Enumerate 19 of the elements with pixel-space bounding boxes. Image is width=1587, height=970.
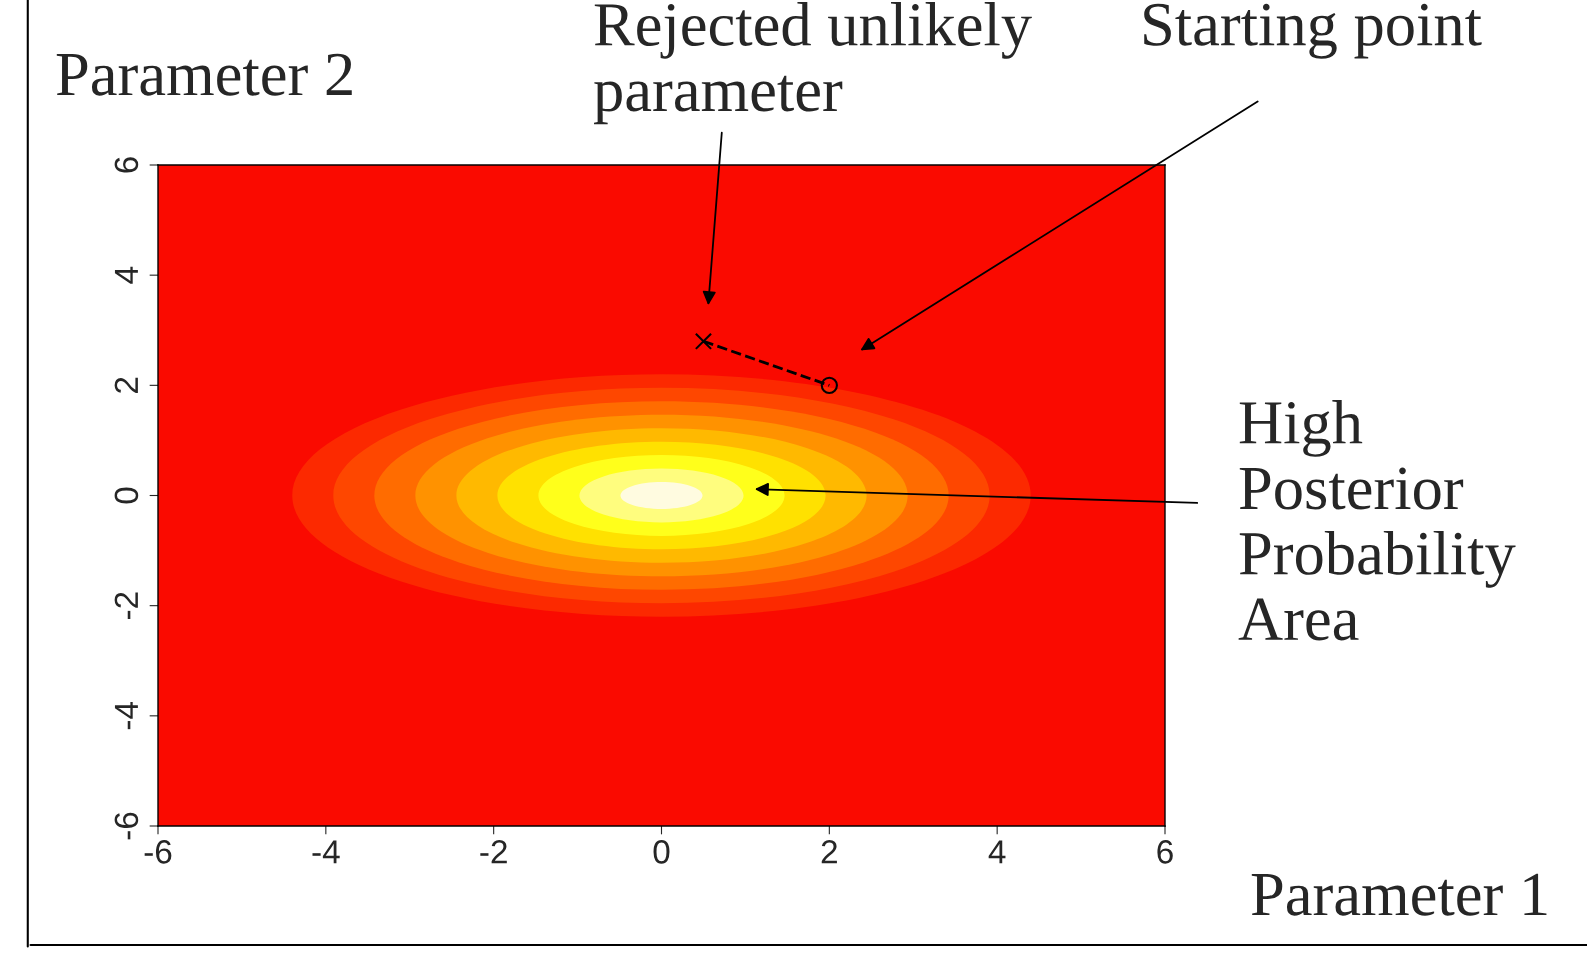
x-tick-label: 2	[821, 840, 837, 864]
y-tick-label: 4	[114, 266, 138, 284]
text: Rejected unlikely parameter	[594, 2, 1032, 125]
x-tick-label: -6	[144, 840, 172, 864]
x-tick-label: 6	[1157, 840, 1173, 864]
text: High Posterior Probability Area	[1238, 400, 1516, 641]
y-tick-label: -2	[114, 592, 138, 620]
y-tick-label: -4	[114, 701, 138, 730]
y-tick-label: 0	[114, 487, 139, 504]
x-tick-label: -2	[480, 840, 507, 864]
y-tick-label: 2	[114, 377, 138, 393]
x-tick-label: 0	[653, 840, 670, 864]
y-tick-label: 6	[114, 157, 139, 173]
x-tick-label: -4	[312, 840, 340, 864]
x-axis-title: Parameter 1	[1251, 873, 1547, 916]
text: Starting point	[1144, 3, 1482, 59]
y-tick-label: -6	[114, 812, 139, 840]
y-axis-title: Parameter 2	[56, 53, 352, 96]
x-tick-label: 4	[988, 840, 1006, 864]
